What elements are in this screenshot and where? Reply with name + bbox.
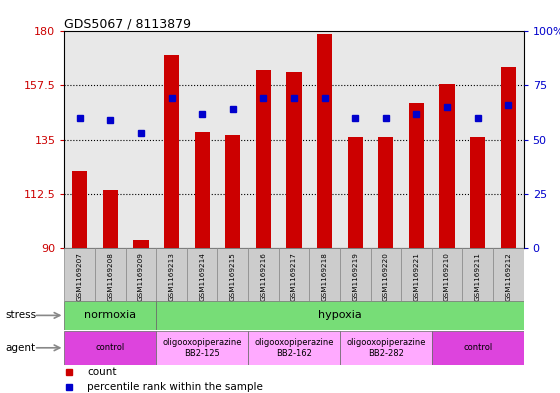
Bar (378, 137, 394, 248)
Bar (95, 248, 125, 301)
Bar (317, 34, 332, 248)
Bar (248, 248, 279, 301)
Bar (64, 331, 156, 365)
Text: stress: stress (6, 310, 37, 320)
Bar (340, 248, 371, 301)
Text: percentile rank within the sample: percentile rank within the sample (87, 382, 263, 393)
Text: oligooxopiperazine
BB2-282: oligooxopiperazine BB2-282 (346, 338, 426, 358)
Text: oligooxopiperazine
BB2-162: oligooxopiperazine BB2-162 (254, 338, 334, 358)
Text: normoxia: normoxia (84, 310, 137, 320)
Bar (501, 68, 516, 248)
Text: GSM1169217: GSM1169217 (291, 252, 297, 301)
Text: GSM1169207: GSM1169207 (77, 252, 83, 301)
Bar (72, 171, 87, 248)
Bar (340, 331, 432, 365)
Text: oligooxopiperazine
BB2-125: oligooxopiperazine BB2-125 (162, 338, 242, 358)
Bar (133, 241, 148, 248)
Text: GSM1169209: GSM1169209 (138, 252, 144, 301)
Text: GSM1169220: GSM1169220 (383, 252, 389, 301)
Bar (187, 248, 217, 301)
Bar (217, 248, 248, 301)
Bar (64, 248, 95, 301)
Bar (432, 248, 463, 301)
Bar (102, 190, 118, 248)
Bar (279, 248, 309, 301)
Bar (440, 84, 455, 248)
Text: GSM1169218: GSM1169218 (321, 252, 328, 301)
Bar (286, 72, 302, 248)
Bar (371, 248, 401, 301)
Bar (348, 137, 363, 248)
Text: GSM1169214: GSM1169214 (199, 252, 205, 301)
Text: agent: agent (6, 343, 36, 353)
Text: control: control (96, 343, 125, 352)
Text: GSM1169208: GSM1169208 (108, 252, 113, 301)
Text: GSM1169213: GSM1169213 (169, 252, 175, 301)
Bar (64, 301, 156, 329)
Bar (470, 137, 486, 248)
Text: GSM1169221: GSM1169221 (413, 252, 419, 301)
Bar (156, 248, 187, 301)
Bar (493, 248, 524, 301)
Bar (156, 301, 524, 329)
Text: GDS5067 / 8113879: GDS5067 / 8113879 (64, 17, 192, 30)
Text: GSM1169215: GSM1169215 (230, 252, 236, 301)
Text: GSM1169211: GSM1169211 (475, 252, 480, 301)
Text: count: count (87, 367, 117, 377)
Bar (256, 70, 271, 248)
Bar (194, 132, 210, 248)
Bar (409, 103, 424, 248)
Text: GSM1169216: GSM1169216 (260, 252, 267, 301)
Bar (401, 248, 432, 301)
Bar (164, 55, 179, 248)
Text: GSM1169219: GSM1169219 (352, 252, 358, 301)
Text: GSM1169212: GSM1169212 (505, 252, 511, 301)
Text: hypoxia: hypoxia (318, 310, 362, 320)
Bar (432, 331, 524, 365)
Bar (225, 135, 240, 248)
Bar (309, 248, 340, 301)
Bar (125, 248, 156, 301)
Bar (463, 248, 493, 301)
Bar (248, 331, 340, 365)
Bar (156, 331, 248, 365)
Text: GSM1169210: GSM1169210 (444, 252, 450, 301)
Text: control: control (463, 343, 492, 352)
